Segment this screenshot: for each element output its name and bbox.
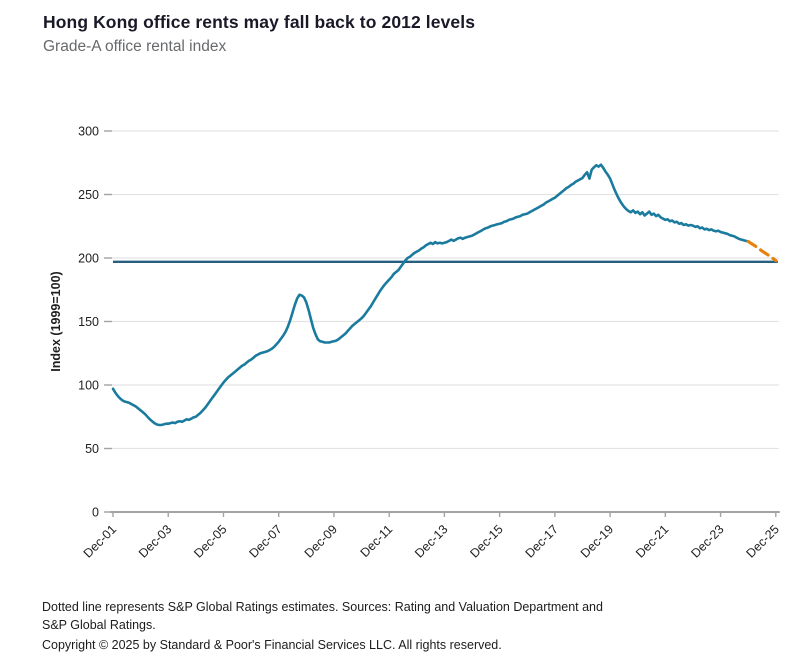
x-tick-label: Dec-05 xyxy=(191,522,229,560)
x-tick-label: Dec-13 xyxy=(412,522,450,560)
y-tick-label: 0 xyxy=(92,506,99,520)
x-tick-label: Dec-11 xyxy=(358,522,396,560)
x-tick-label: Dec-03 xyxy=(136,522,174,560)
x-tick-label: Dec-01 xyxy=(81,522,119,560)
y-tick-label: 250 xyxy=(78,188,99,202)
y-tick-label: 300 xyxy=(78,125,99,139)
x-tick-label: Dec-15 xyxy=(467,522,505,560)
y-tick-label: 100 xyxy=(78,379,99,393)
x-tick-label: Dec-17 xyxy=(523,522,561,560)
rental-index-line-chart: 0 50 100 150 200 250 300 Dec-01 Dec-03 Dec-05 Dec-… xyxy=(49,125,782,561)
y-tick-label: 50 xyxy=(85,442,99,456)
x-tick-label: Dec-25 xyxy=(744,522,782,560)
chart-copyright: Copyright © 2025 by Standard & Poor's Fi… xyxy=(42,638,502,652)
y-tick-label: 150 xyxy=(78,315,99,329)
x-tick-label: Dec-19 xyxy=(578,522,616,560)
x-tick-label: Dec-09 xyxy=(302,522,340,560)
y-axis-title: Index (1999=100) xyxy=(49,271,63,371)
y-tick-label: 200 xyxy=(78,252,99,266)
x-tick-label: Dec-23 xyxy=(688,522,726,560)
x-tick-label: Dec-07 xyxy=(246,522,284,560)
x-tick-label: Dec-21 xyxy=(633,522,671,560)
chart-footnote: Dotted line represents S&P Global Rating… xyxy=(42,600,603,632)
chart-title: Hong Kong office rents may fall back to … xyxy=(43,12,476,32)
rental-index-series-line xyxy=(111,163,750,427)
estimates-dashed-line xyxy=(746,239,778,263)
chart-subtitle: Grade-A office rental index xyxy=(43,38,227,55)
